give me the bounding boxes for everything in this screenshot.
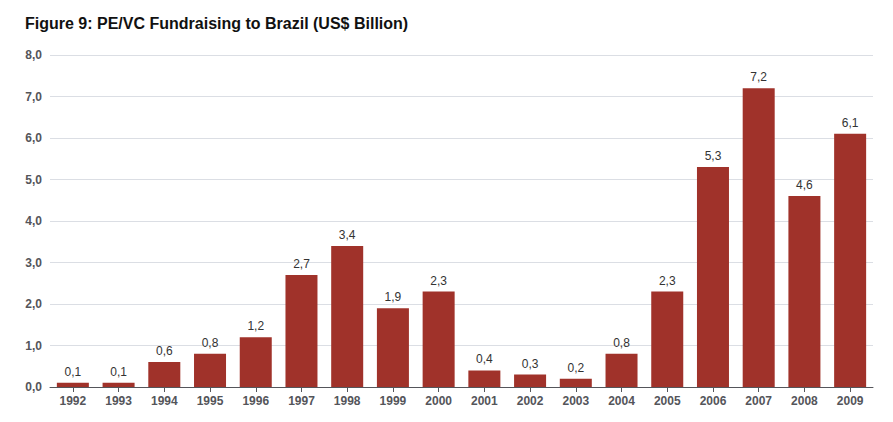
svg-text:3,0: 3,0: [25, 256, 42, 270]
svg-text:1,0: 1,0: [25, 339, 42, 353]
svg-text:0,4: 0,4: [476, 352, 493, 366]
svg-text:2001: 2001: [471, 394, 498, 408]
svg-text:2009: 2009: [837, 394, 864, 408]
svg-text:5,3: 5,3: [705, 149, 722, 163]
svg-text:1997: 1997: [288, 394, 315, 408]
svg-text:2,3: 2,3: [659, 274, 676, 288]
svg-text:0,8: 0,8: [202, 336, 219, 350]
svg-text:1998: 1998: [334, 394, 361, 408]
svg-text:0,8: 0,8: [613, 336, 630, 350]
svg-text:2000: 2000: [425, 394, 452, 408]
svg-text:1993: 1993: [105, 394, 132, 408]
svg-text:2004: 2004: [608, 394, 635, 408]
svg-text:1994: 1994: [151, 394, 178, 408]
svg-text:2005: 2005: [654, 394, 681, 408]
svg-text:7,2: 7,2: [750, 70, 767, 84]
svg-text:2,3: 2,3: [430, 274, 447, 288]
svg-text:2,7: 2,7: [293, 257, 310, 271]
svg-text:1999: 1999: [380, 394, 407, 408]
svg-text:1,9: 1,9: [385, 290, 402, 304]
svg-text:2003: 2003: [562, 394, 589, 408]
svg-text:4,0: 4,0: [25, 214, 42, 228]
svg-text:1992: 1992: [60, 394, 87, 408]
svg-text:5,0: 5,0: [25, 173, 42, 187]
svg-text:2007: 2007: [745, 394, 772, 408]
svg-text:0,6: 0,6: [156, 344, 173, 358]
svg-text:2008: 2008: [791, 394, 818, 408]
svg-text:6,0: 6,0: [25, 131, 42, 145]
svg-text:Figure 9: PE/VC Fundraising to: Figure 9: PE/VC Fundraising to Brazil (U…: [25, 15, 408, 32]
svg-text:6,1: 6,1: [842, 116, 859, 130]
svg-text:2002: 2002: [517, 394, 544, 408]
svg-text:1995: 1995: [197, 394, 224, 408]
svg-text:4,6: 4,6: [796, 178, 813, 192]
svg-text:7,0: 7,0: [25, 90, 42, 104]
svg-text:0,1: 0,1: [65, 365, 82, 379]
svg-text:8,0: 8,0: [25, 48, 42, 62]
svg-text:1,2: 1,2: [247, 319, 264, 333]
svg-text:0,2: 0,2: [567, 361, 584, 375]
svg-text:2,0: 2,0: [25, 297, 42, 311]
svg-text:0,1: 0,1: [110, 365, 127, 379]
svg-text:0,3: 0,3: [522, 357, 539, 371]
svg-text:1996: 1996: [242, 394, 269, 408]
svg-text:3,4: 3,4: [339, 228, 356, 242]
svg-text:0,0: 0,0: [25, 380, 42, 394]
svg-text:2006: 2006: [700, 394, 727, 408]
